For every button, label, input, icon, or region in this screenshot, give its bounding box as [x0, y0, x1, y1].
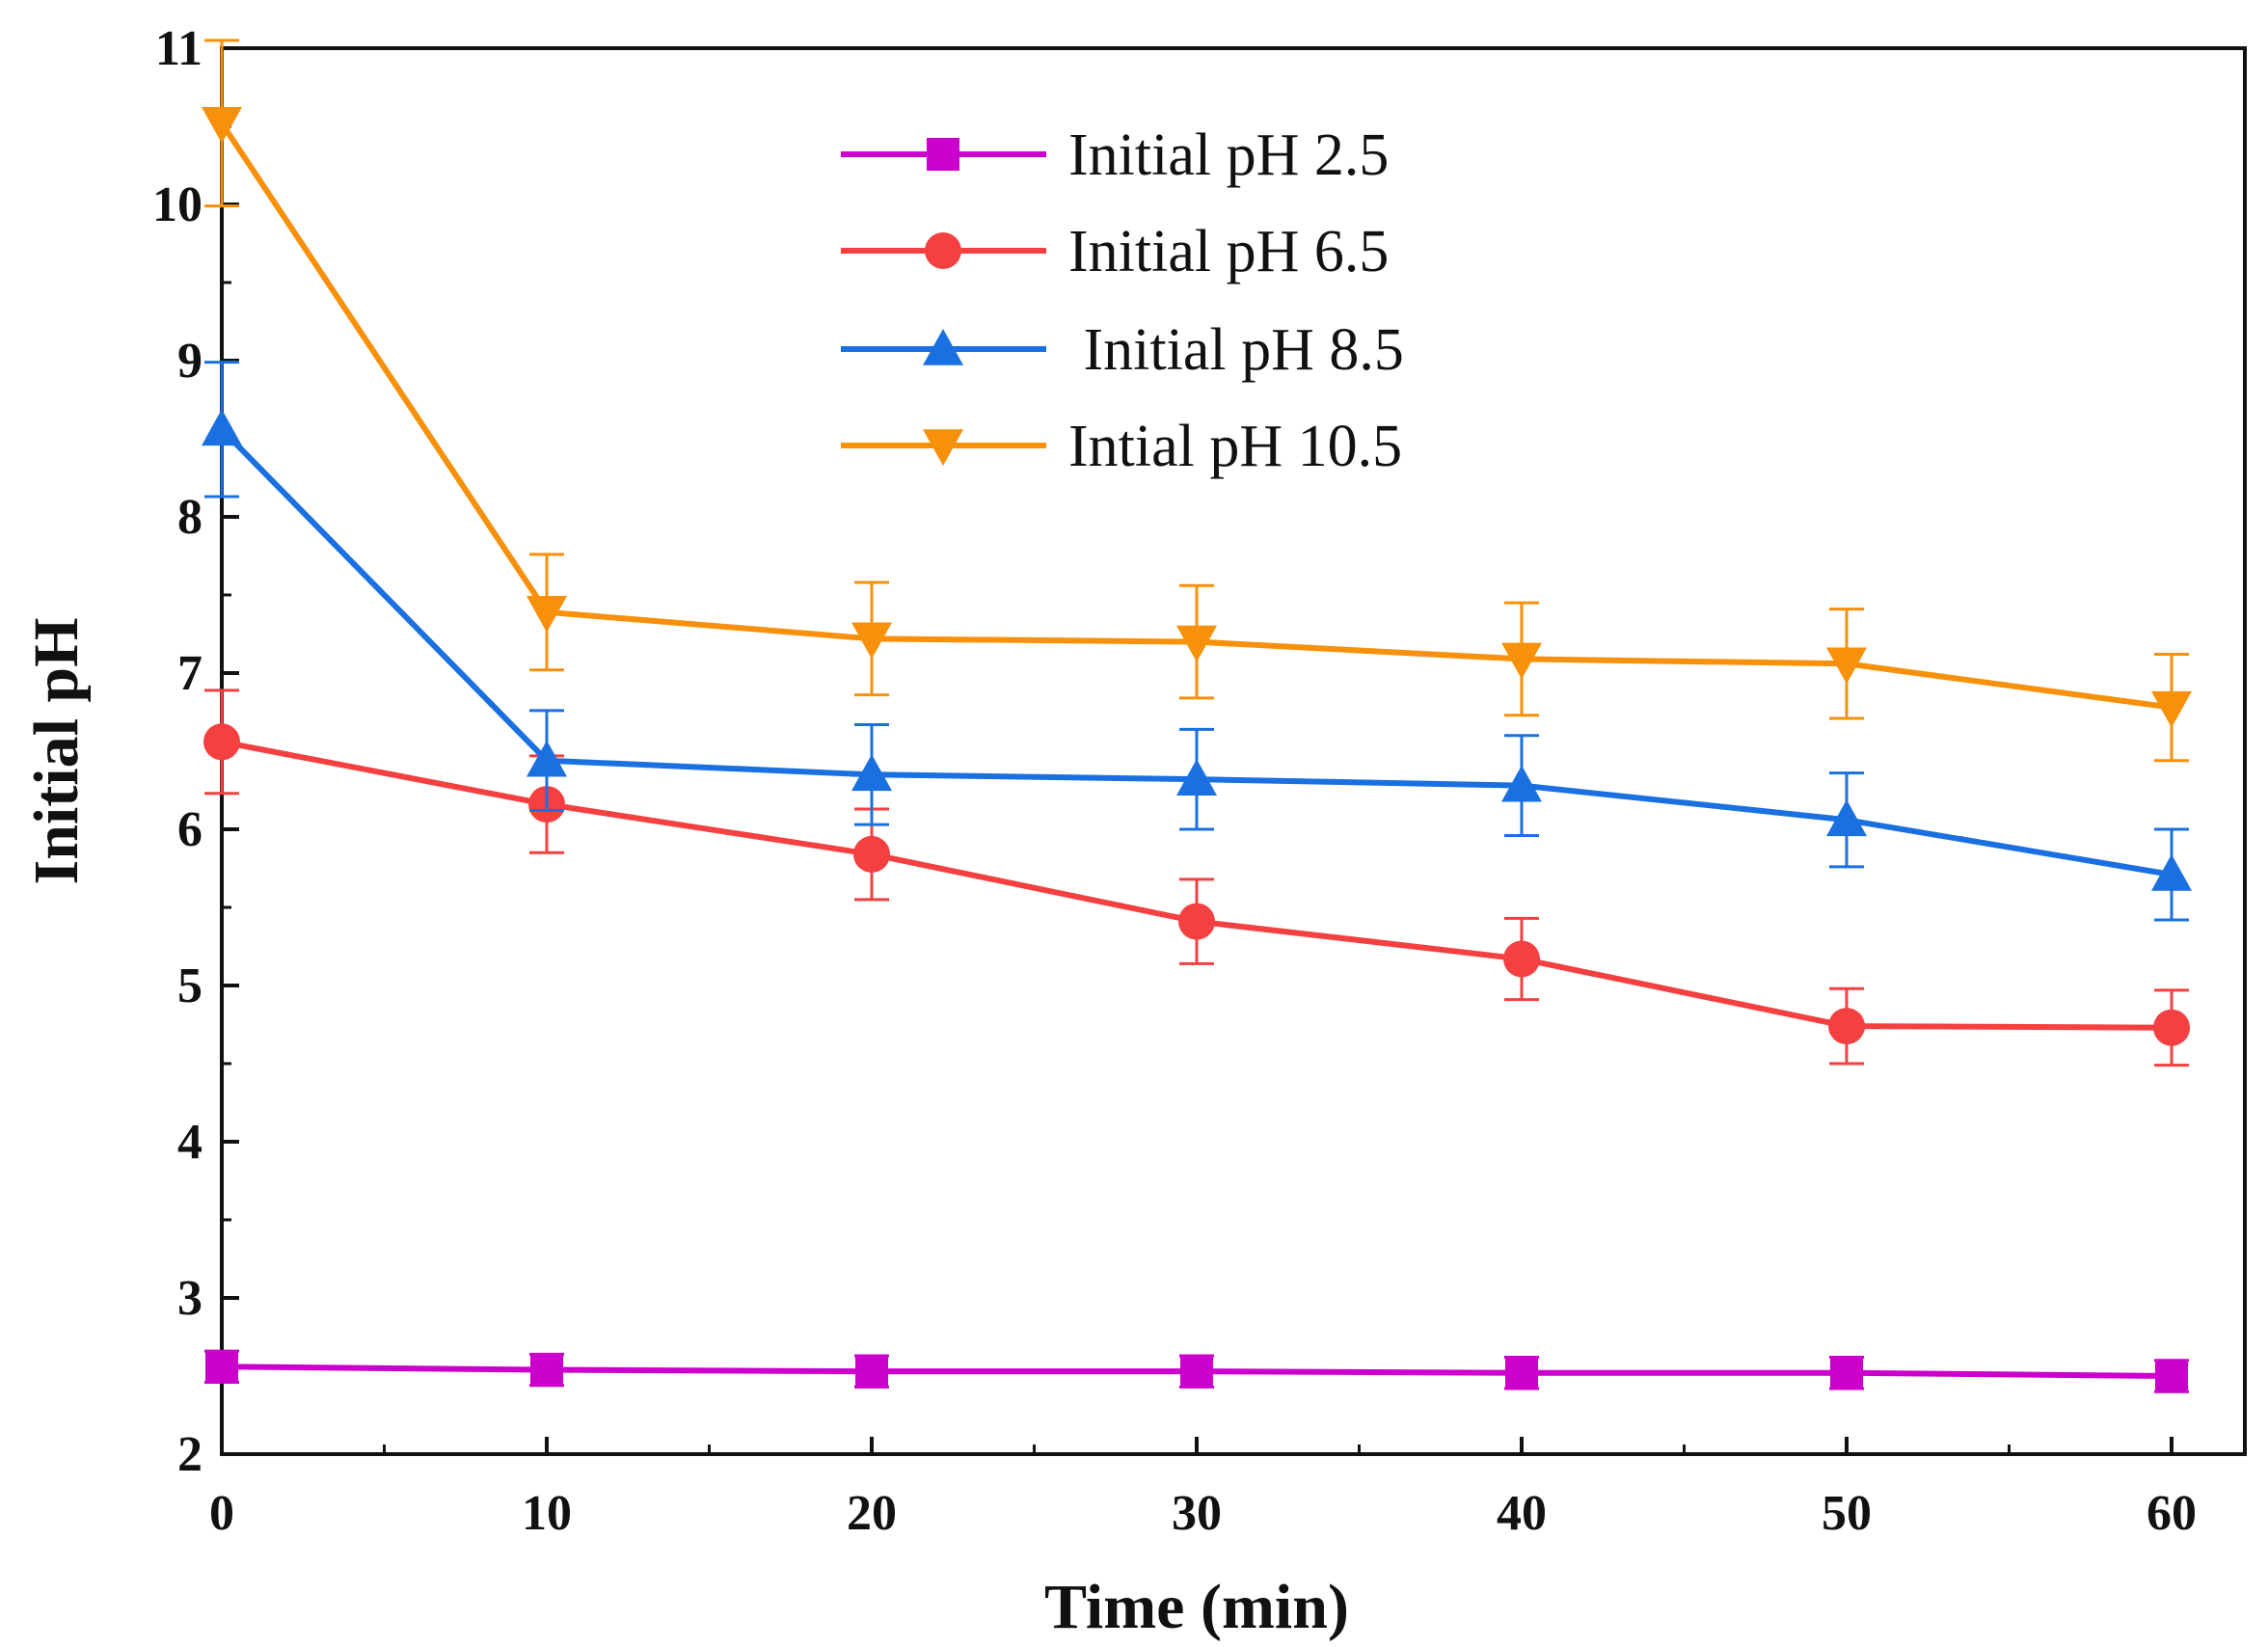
data-point [853, 835, 890, 873]
data-point [526, 740, 567, 777]
data-point [1180, 1355, 1213, 1389]
series-3 [202, 361, 2192, 922]
data-point [2151, 690, 2192, 728]
x-tick-label: 60 [2146, 1486, 2197, 1541]
data-point [1828, 1008, 1865, 1045]
legend-label: Initial pH 8.5 [1068, 317, 1404, 383]
data-point [2155, 1360, 2188, 1392]
x-tick-label: 0 [209, 1486, 234, 1541]
y-axis-title: Initial pH [21, 618, 92, 885]
data-point [526, 596, 567, 633]
legend: Initial pH 2.5 Initial pH 6.5 Initial pH … [841, 122, 1404, 479]
legend-label: Intial pH 10.5 [1068, 414, 1402, 479]
data-point [1503, 940, 1540, 978]
data-point [1501, 642, 1542, 680]
x-tick-label: 50 [1822, 1486, 1872, 1541]
legend-label: Initial pH 2.5 [1068, 122, 1389, 188]
data-point [1176, 625, 1217, 662]
data-point [1826, 647, 1867, 685]
y-tick-label: 8 [177, 490, 202, 545]
y-tick-label: 11 [155, 21, 202, 76]
legend-item: Initial pH 8.5 [841, 317, 1404, 383]
y-tick-label: 3 [177, 1271, 202, 1326]
data-point [1176, 759, 1217, 796]
legend-label: Initial pH 6.5 [1068, 219, 1389, 284]
legend-item: Intial pH 10.5 [841, 414, 1402, 479]
y-tick-label: 6 [177, 802, 202, 857]
data-point [1826, 799, 1867, 837]
y-tick-label: 4 [177, 1115, 202, 1170]
legend-swatch-marker [925, 232, 961, 269]
y-tick-label: 9 [177, 334, 202, 389]
axes: 0 10 20 30 40 50 60 2 3 4 5 6 7 8 9 10 11 [152, 21, 2197, 1541]
data-point [855, 1355, 888, 1389]
series-1 [204, 1349, 2189, 1393]
legend-swatch-marker [923, 429, 963, 466]
series-4 [202, 39, 2192, 763]
y-tick-label: 10 [152, 177, 202, 232]
legend-swatch-marker [927, 138, 959, 171]
data-point [203, 723, 240, 761]
data-point [1501, 765, 1542, 802]
data-point [851, 622, 892, 660]
data-point [1505, 1356, 1538, 1390]
data-point [2151, 853, 2192, 891]
y-tick-label: 2 [177, 1427, 202, 1482]
y-tick-label: 5 [177, 958, 202, 1013]
x-tick-label: 30 [1172, 1486, 1222, 1541]
data-point [1830, 1356, 1863, 1390]
data-point [202, 409, 242, 446]
series-layer [202, 39, 2192, 1393]
data-point [851, 754, 892, 792]
data-point [530, 1353, 563, 1387]
legend-item: Initial pH 2.5 [841, 122, 1389, 188]
x-tick-label: 20 [847, 1486, 897, 1541]
x-tick-label: 40 [1497, 1486, 1547, 1541]
data-point [205, 1350, 238, 1384]
x-axis-title: Time (min) [1044, 1572, 1349, 1642]
legend-item: Initial pH 6.5 [841, 219, 1389, 284]
legend-swatch-marker [923, 329, 963, 365]
data-point [1178, 903, 1215, 940]
data-point [2153, 1009, 2190, 1046]
x-tick-label: 10 [522, 1486, 572, 1541]
data-point [202, 106, 242, 144]
y-tick-label: 7 [177, 646, 202, 701]
